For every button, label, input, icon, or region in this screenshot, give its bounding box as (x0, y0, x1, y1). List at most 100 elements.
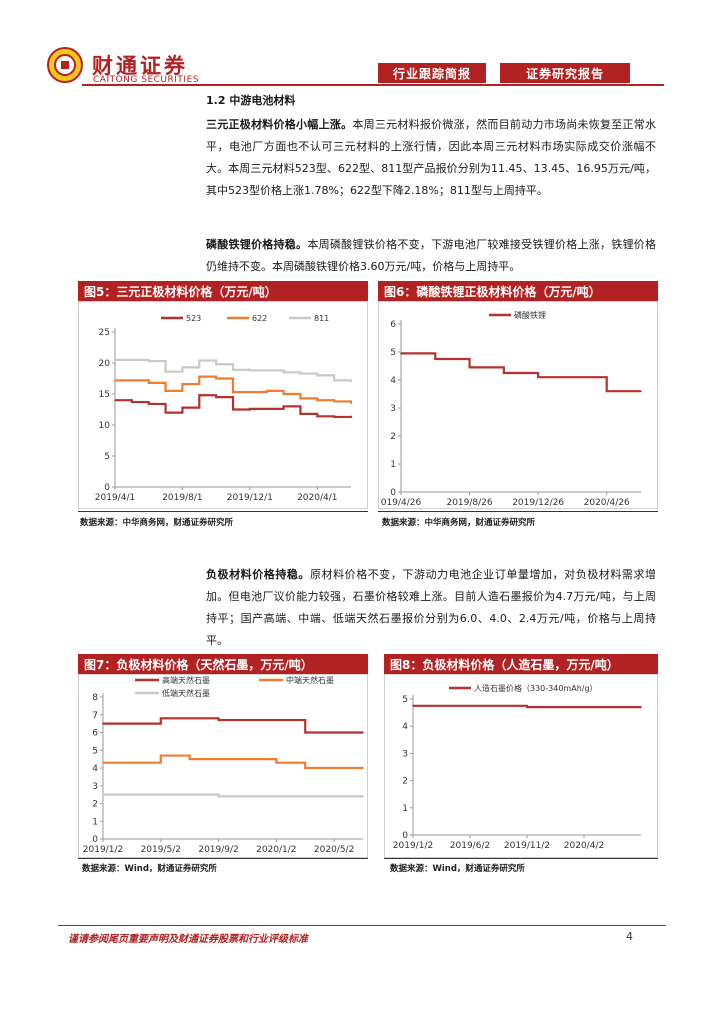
figure-title-fig5: 图5：三元正极材料价格（万元/吨） (78, 281, 368, 301)
data-point (198, 394, 201, 397)
data-point (362, 767, 364, 769)
chart-frame-fig5: 0 5 10 15 20 25 2019/4/1 2019/8/1 2019/12/1 2020/… (78, 301, 368, 509)
header-divider (82, 84, 664, 86)
figure-divider (78, 858, 368, 859)
data-point (198, 375, 201, 378)
y-tick-label: 20 (99, 359, 111, 369)
legend-label: 磷酸铁锂 (514, 310, 546, 320)
data-point (147, 360, 150, 362)
data-point (131, 722, 133, 725)
series-line (103, 754, 363, 770)
y-tick-label: 6 (390, 320, 396, 330)
x-tick-label: 2019/5/2 (141, 845, 181, 855)
x-tick-label: 019/4/26 (381, 498, 422, 508)
x-tick-label: 2019/12/1 (227, 493, 273, 503)
x-tick-label: 2019/1/2 (83, 845, 123, 855)
brand-name-cn: 财通证券 (92, 53, 188, 78)
y-tick-label: 1 (92, 817, 98, 827)
data-point (164, 411, 167, 414)
y-tick-label: 3 (92, 782, 98, 792)
data-point (640, 390, 642, 392)
y-tick-label: 3 (402, 749, 408, 759)
disclaimer-link[interactable]: 谨请参阅尾页重要声明及财通证券股票和行业评级标准 (68, 934, 308, 945)
y-tick-label: 6 (92, 729, 98, 739)
y-tick-label: 7 (92, 711, 98, 721)
data-point (316, 399, 319, 401)
data-point (333, 795, 335, 798)
data-point (198, 359, 201, 362)
y-tick-label: 25 (99, 328, 110, 338)
data-point (102, 722, 104, 725)
data-point (400, 352, 402, 355)
legend-label: 中端天然石墨 (286, 675, 334, 685)
data-point (304, 795, 307, 798)
figure-source-fig7: 数据来源：Wind，财通证券研究所 (82, 864, 217, 874)
data-point (131, 401, 133, 403)
paragraph-lead: 负极材料价格持稳。 (206, 568, 310, 581)
y-tick-label: 15 (99, 390, 110, 400)
paragraph-anode: 负极材料价格持稳。原材料价格不变，下游动力电池企业订单量增加，对负极材料需求增加… (206, 564, 656, 652)
x-tick-label: 2019/6/2 (450, 841, 490, 851)
x-tick-label: 2020/5/2 (314, 845, 354, 855)
data-point (571, 376, 574, 378)
data-point (249, 408, 251, 410)
data-point (217, 719, 220, 721)
y-tick-label: 5 (402, 695, 408, 705)
data-point (159, 793, 162, 796)
data-point (147, 382, 150, 384)
data-point (282, 393, 285, 395)
x-tick-label: 2020/1/2 (256, 845, 296, 855)
data-point (131, 359, 133, 361)
data-point (131, 793, 133, 796)
data-point (333, 731, 335, 734)
data-point (503, 372, 505, 374)
figure-source-fig8: 数据来源：Wind，财通证券研究所 (390, 864, 525, 874)
data-point (304, 731, 307, 734)
line-chart-fig8: 0 1 2 3 4 5 2019/1/2 2019/6/2 2019/11/2 2020/4/2 人… (393, 683, 642, 851)
data-point (275, 719, 278, 721)
x-tick-label: 2019/12/26 (512, 498, 564, 508)
paragraph-ternary-cathode: 三元正极材料价格小幅上涨。本周三元材料报价微涨，然而目前动力市场尚未恢复至正常水… (206, 114, 656, 202)
data-point (265, 369, 268, 372)
y-tick-label: 0 (402, 831, 408, 841)
data-point (316, 374, 319, 377)
line-chart-fig7: 0 1 2 3 4 5 6 7 8 2019/1/2 2019/5/2 2019/9/2 2020/1/… (83, 675, 364, 855)
chart-frame-fig6: 0 1 2 3 4 5 6 019/4/26 2019/8/26 2019/12/26 2020/4… (378, 301, 658, 509)
data-point (217, 758, 220, 760)
data-point (131, 379, 133, 382)
data-point (159, 754, 162, 757)
y-tick-label: 2 (92, 800, 98, 810)
data-point (215, 377, 217, 380)
data-point (217, 795, 220, 798)
figure-source-fig6: 数据来源：中华商务网，财通证券研究所 (382, 518, 536, 528)
data-point (246, 719, 249, 721)
chart-frame-fig8: 0 1 2 3 4 5 2019/1/2 2019/6/2 2019/11/2 2020/4/2 人… (384, 674, 658, 858)
legend-label: 高端天然石墨 (162, 675, 210, 685)
data-point (583, 706, 585, 708)
data-point (147, 403, 150, 405)
data-point (282, 405, 285, 408)
figure-title-fig8: 图8：负极材料价格（人造石墨，万元/吨） (384, 654, 658, 674)
y-tick-label: 0 (92, 835, 98, 845)
data-point (316, 415, 319, 418)
data-point (215, 363, 217, 366)
data-point (350, 402, 352, 405)
data-point (188, 793, 191, 796)
data-point (299, 372, 302, 375)
y-tick-label: 1 (402, 804, 408, 814)
data-point (362, 795, 364, 798)
y-tick-label: 4 (402, 722, 408, 732)
data-point (412, 705, 414, 707)
y-tick-label: 3 (390, 404, 396, 414)
paragraph-lead: 三元正极材料价格小幅上涨。 (206, 118, 353, 131)
line-chart-fig5: 0 5 10 15 20 25 2019/4/1 2019/8/1 2019/12/1 2020/… (95, 314, 353, 503)
data-point (159, 717, 162, 720)
x-tick-label: 2019/9/2 (198, 845, 238, 855)
figure-divider (384, 858, 658, 859)
header-tab-industry: 行业跟踪简报 (378, 63, 486, 83)
paragraph-body: 本周磷酸锂铁价格不变，下游电池厂较难接受铁锂价格上涨，铁锂价格仍维持不变。本周磷… (206, 238, 657, 273)
paragraph-body: 本周三元材料报价微涨，然而目前动力市场尚未恢复至正常水平，电池厂方面也不认可三元… (206, 118, 657, 197)
data-point (131, 761, 133, 764)
figure-title-fig7: 图7：负极材料价格（天然石墨，万元/吨） (78, 654, 368, 674)
data-point (102, 761, 104, 764)
